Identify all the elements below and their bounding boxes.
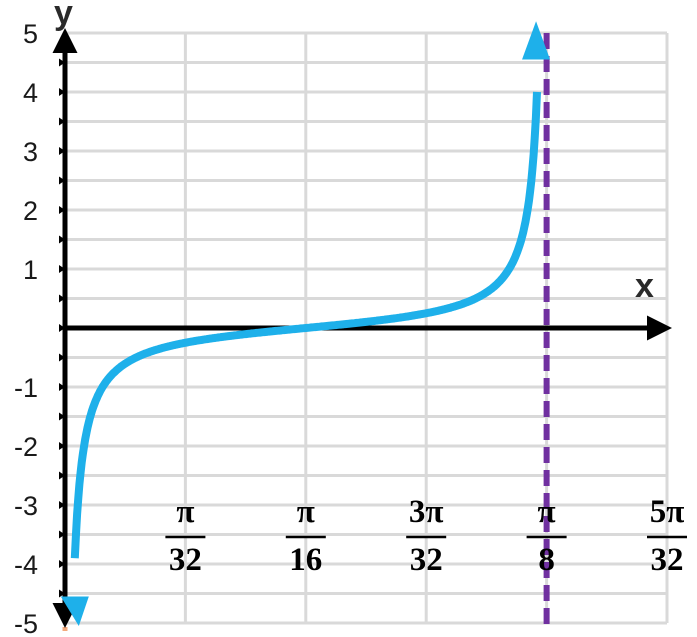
y-tick-label: -3 bbox=[14, 491, 38, 521]
y-axis-tick bbox=[59, 88, 65, 96]
x-tick-label: π8 bbox=[526, 494, 567, 578]
y-tick-label: -1 bbox=[14, 373, 38, 403]
y-tick-labels: 5 4 3 2 1 -1 -2 -3 -4 -5 bbox=[14, 19, 38, 637]
y-axis-tick bbox=[59, 383, 65, 391]
y-axis-tick bbox=[59, 471, 65, 480]
y-axis-tick bbox=[59, 530, 65, 539]
y-tick-label: 1 bbox=[23, 255, 38, 285]
tangent-curve bbox=[70, 91, 541, 559]
y-tick-label: -4 bbox=[14, 550, 38, 580]
x-tick-denominator: 32 bbox=[410, 542, 443, 578]
x-tick-denominator: 16 bbox=[289, 542, 322, 578]
y-tick-label: -2 bbox=[14, 432, 38, 462]
y-axis-tick bbox=[59, 589, 65, 598]
y-axis-tick bbox=[59, 353, 65, 362]
x-tick-numerator: π bbox=[297, 494, 315, 530]
series bbox=[60, 21, 551, 626]
y-tick-label: 4 bbox=[23, 78, 38, 108]
y-axis-tick bbox=[59, 117, 65, 126]
y-axis-tick bbox=[59, 560, 65, 568]
y-axis-tick bbox=[59, 324, 65, 332]
y-axis-tick bbox=[59, 412, 65, 421]
x-tick-label: π 16 bbox=[285, 494, 326, 578]
y-tick-label: 5 bbox=[23, 19, 38, 49]
y-tick-label: -5 bbox=[14, 609, 38, 637]
x-tick-numerator: 3π bbox=[409, 494, 444, 530]
y-axis-tick bbox=[59, 147, 65, 155]
y-axis-tick bbox=[59, 176, 65, 185]
axes bbox=[52, 28, 672, 628]
y-axis-tick bbox=[59, 58, 65, 67]
curve-arrow-bottom bbox=[60, 596, 89, 626]
y-axis-tick bbox=[59, 294, 65, 303]
x-tick-denominator: 32 bbox=[169, 542, 202, 578]
y-axis-label: y bbox=[54, 0, 73, 32]
y-axis-tick bbox=[59, 206, 65, 214]
y-axis-tick bbox=[59, 235, 65, 244]
x-tick-denominator: 8 bbox=[538, 542, 555, 578]
x-tick-label: π 32 bbox=[165, 494, 206, 578]
y-axis-tick bbox=[59, 442, 65, 450]
x-tick-numerator: π bbox=[538, 494, 556, 530]
y-tick-label: 2 bbox=[23, 196, 38, 226]
x-tick-denominator: 32 bbox=[651, 542, 684, 578]
y-axis-tick bbox=[59, 501, 65, 509]
y-axis-tick bbox=[59, 265, 65, 273]
curve-arrow-top bbox=[522, 21, 551, 60]
x-tick-numerator: π bbox=[176, 494, 194, 530]
x-tick-numerator: 5π bbox=[650, 494, 685, 530]
y-tick-label: 3 bbox=[23, 137, 38, 167]
x-axis-label: x bbox=[635, 267, 654, 305]
